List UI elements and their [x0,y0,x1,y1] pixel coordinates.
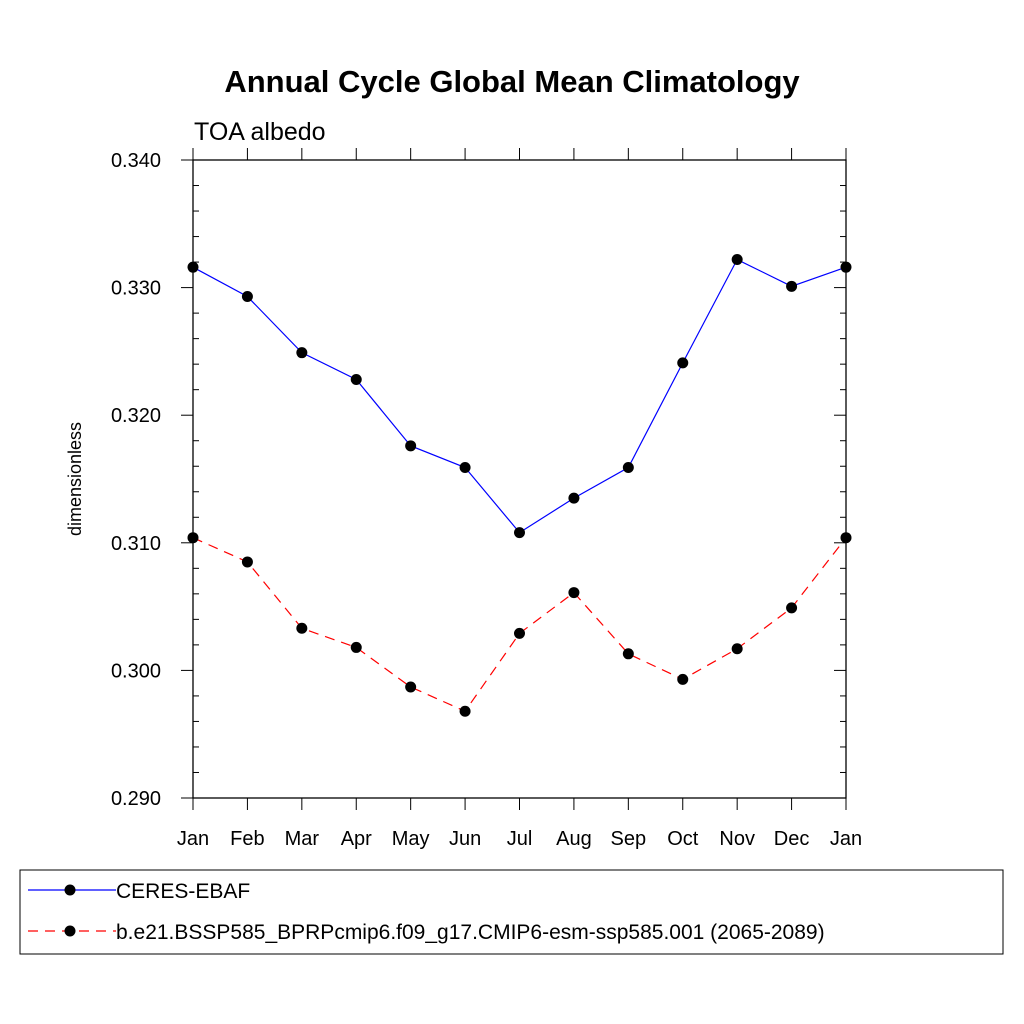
x-tick-label: Jan [177,828,209,850]
series-0-point [840,261,852,273]
x-tick-label: Feb [230,828,264,850]
series-0-point [677,357,689,369]
series-1-point [405,681,417,693]
y-tick-label: 0.330 [111,278,161,300]
series-0-point [786,280,798,292]
x-tick-label: Nov [719,828,755,850]
series-0-point [296,347,308,359]
y-tick-label: 0.290 [111,788,161,810]
series-1-point [622,648,634,660]
legend-box [19,869,1004,955]
x-tick-label: Mar [285,828,320,850]
y-axis-label: dimensionless [65,422,85,536]
x-tick-label: Jun [449,828,481,850]
chart-subtitle: TOA albedo [194,118,326,146]
series-1-point [731,643,743,655]
axis-ticks: 0.290 0.300 0.310 0.320 0.330 0.340 Jan Feb Mar A… [111,148,862,850]
x-tick-label: Oct [667,828,699,850]
series-1-point [296,622,308,634]
series-1-point [350,641,362,653]
series-0-point [350,373,362,385]
series-1-point [840,532,852,544]
series-0-point [187,261,199,273]
series-line-0 [192,258,847,534]
legend: CERES-EBAF b.e21.BSSP585_BPRPcmip6.f09_g… [19,869,1004,955]
series-1-point [241,556,253,568]
chart-title: Annual Cycle Global Mean Climatology [224,64,800,99]
series-1-point [786,602,798,614]
x-tick-label: Jan [830,828,862,850]
y-tick-label: 0.300 [111,660,161,682]
legend-marker-model [64,925,76,937]
plot-frame [192,159,847,799]
series-0-point [241,291,253,303]
series-0-point [731,254,743,266]
legend-label-ceres-ebaf: CERES-EBAF [116,880,250,903]
x-tick-label: Jul [507,828,533,850]
x-tick-label: Aug [556,828,592,850]
legend-marker-ceres-ebaf [64,884,76,896]
series-0-point [459,462,471,474]
x-tick-label: Apr [341,828,372,850]
series-1-point [459,705,471,717]
series-0-point [568,492,580,504]
x-tick-label: Dec [774,828,810,850]
series-1-point [568,587,580,599]
series-1-point [677,673,689,685]
x-tick-label: May [392,828,430,850]
y-tick-label: 0.340 [111,150,161,172]
x-tick-label: Sep [611,828,647,850]
y-tick-label: 0.310 [111,533,161,555]
series-0-point [622,462,634,474]
series-line-1 [192,537,847,712]
series-0-point [514,527,525,539]
y-tick-label: 0.320 [111,405,161,427]
series-layer [187,254,852,717]
series-1-point [187,532,199,544]
series-0-point [405,440,417,452]
series-1-point [514,627,525,639]
legend-label-model: b.e21.BSSP585_BPRPcmip6.f09_g17.CMIP6-es… [116,921,825,944]
